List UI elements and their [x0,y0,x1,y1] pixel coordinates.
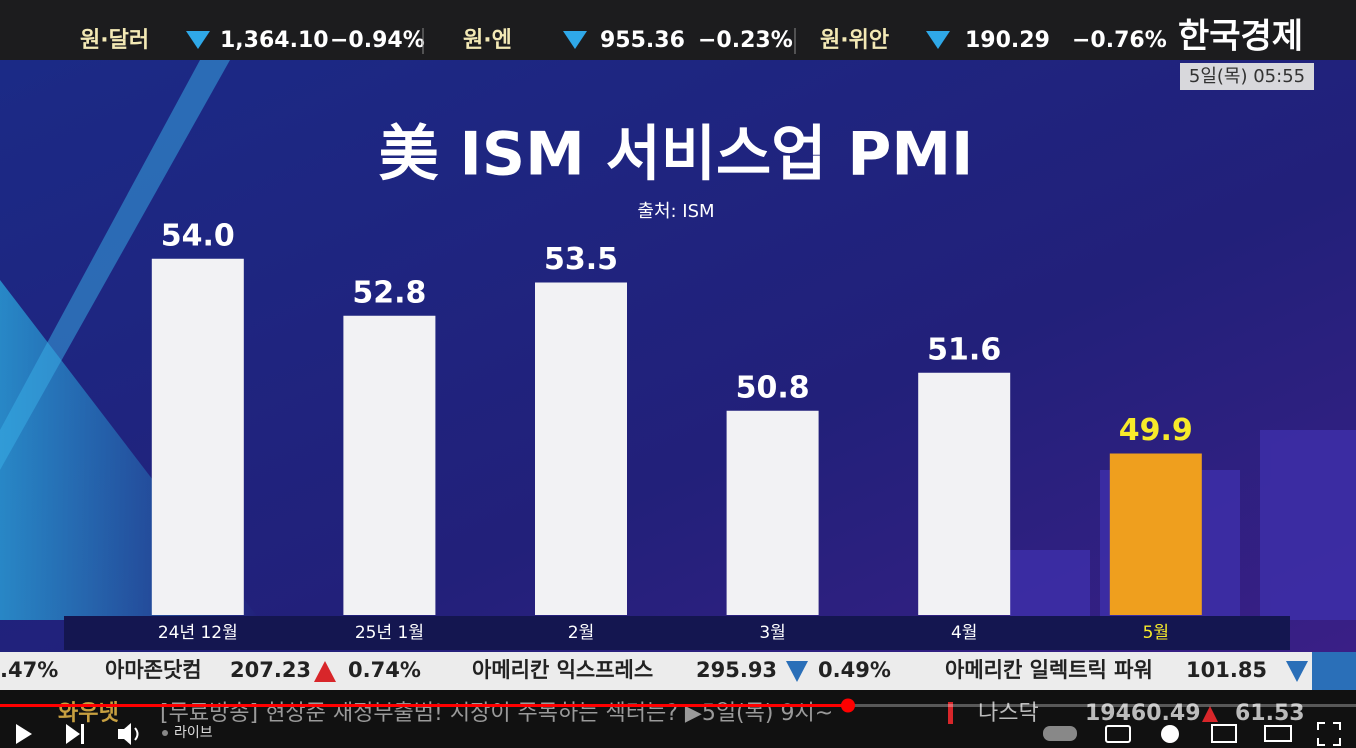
fx-value: 1,364.10 [220,28,329,53]
stock-change: 0.74% [348,658,421,682]
top-ticker-bg [0,0,1356,60]
x-tick-label: 5월 [1143,623,1169,643]
down-arrow [186,31,210,49]
down-arrow [1286,661,1308,682]
datetime: 5일(목) 05:55 [1189,66,1305,87]
bar [151,258,244,615]
stock-value: 101.85 [1186,658,1267,682]
fx-name: 원·위안 [820,28,889,53]
fx-value: 955.36 [600,28,685,53]
channel-icon [1312,652,1356,690]
fx-name: 원·달러 [80,28,149,53]
up-arrow [1202,706,1218,722]
fullscreen-button[interactable] [1317,722,1341,746]
progress-bar[interactable] [0,704,848,707]
x-tick-label: 3월 [759,623,785,643]
up-arrow [314,661,336,682]
stock-value: 207.23 [230,658,311,682]
volume-button[interactable] [118,723,139,745]
settings-button[interactable] [1161,725,1179,743]
play-button[interactable] [16,724,32,744]
index-change: 61.53 [1235,701,1305,726]
value-label: 49.9 [1119,413,1193,448]
stock-value: 295.93 [696,658,777,682]
x-tick-label: 4월 [951,623,977,643]
fx-change: −0.23% [698,28,793,53]
theater-button[interactable] [1264,725,1292,742]
bar-chart: 24년 12월 54.0 25년 1월 52.8 2월 53.5 3월 50.8 4월 51.6 5… [151,218,1202,643]
autoplay-toggle[interactable] [1043,726,1077,741]
stock-name: 아메리칸 익스프레스 [472,658,653,682]
marker [948,702,953,724]
index-value: 19460.49 [1085,701,1201,726]
live-label[interactable]: 라이브 [174,725,213,741]
bar [1109,453,1202,615]
decor [0,60,230,470]
next-button[interactable] [66,724,84,744]
live-dot [162,730,168,736]
miniplayer-button[interactable] [1211,724,1237,743]
down-arrow [786,661,808,682]
chart-subtitle: 출처: ISM [637,201,714,222]
stock-change: 0.49% [818,658,891,682]
datetime-box [1180,63,1314,90]
value-label: 50.8 [736,370,810,405]
down-arrow [926,31,950,49]
value-label: 51.6 [927,332,1001,367]
scrubber[interactable] [841,698,855,713]
category-strip [64,616,1290,650]
stock-change: .47% [0,658,58,682]
chart-title: 美 ISM 서비스업 PMI [379,120,974,190]
value-label: 54.0 [161,218,235,253]
x-tick-label: 24년 12월 [158,623,238,643]
down-arrow [563,31,587,49]
fx-value: 190.29 [965,28,1050,53]
bar [535,282,627,615]
subtitles-button[interactable] [1105,725,1131,743]
fx-change: −0.76% [1072,28,1167,53]
fx-name: 원·엔 [463,28,512,53]
stock-name: 아마존닷컴 [105,658,202,682]
x-tick-label: 25년 1월 [355,623,424,643]
value-label: 53.5 [544,242,618,277]
stock-name: 아메리칸 일렉트릭 파워 [945,658,1153,682]
logo: 한국경제 [1178,17,1303,57]
index-name: 나스닥 [978,701,1039,726]
value-label: 52.8 [352,275,426,310]
stock-ticker-bg [0,652,1356,690]
bar [726,410,819,615]
bar [343,315,436,615]
fx-change: −0.94% [330,28,425,53]
bar [918,372,1011,615]
x-tick-label: 2월 [568,623,594,643]
